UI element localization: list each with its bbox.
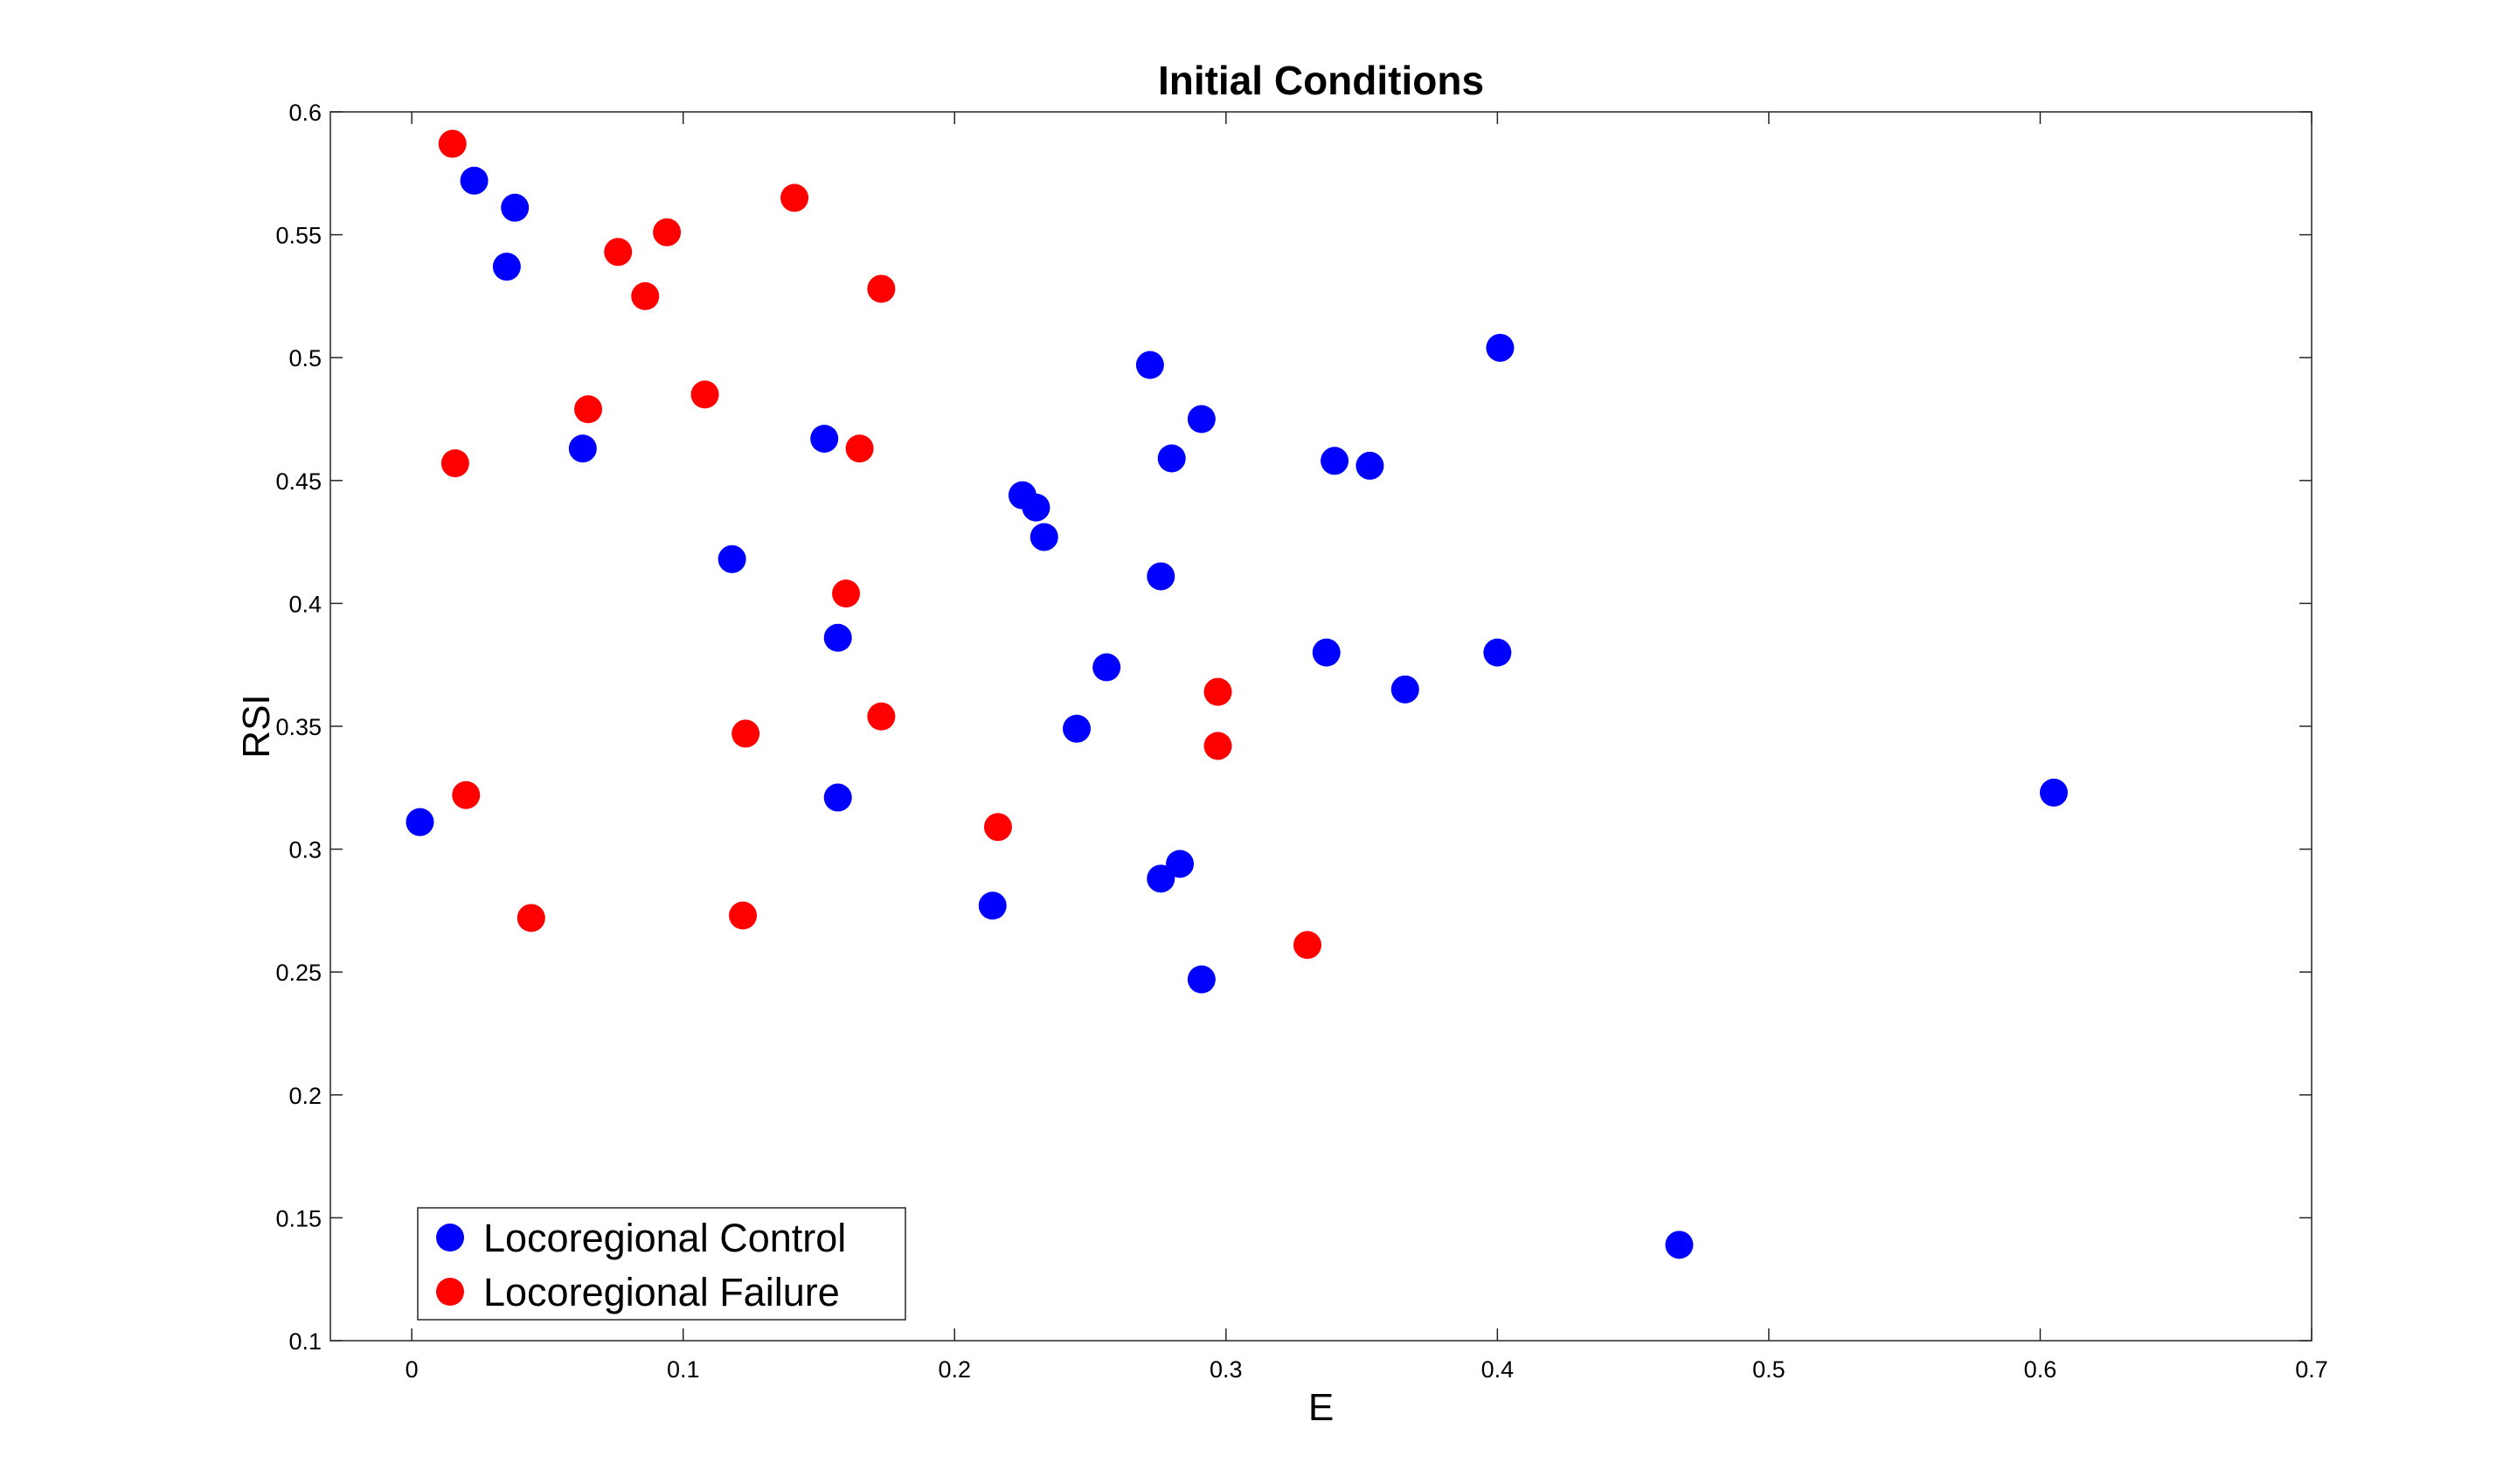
- data-points: [406, 129, 2068, 1259]
- data-point: [440, 449, 469, 478]
- y-tick-label: 0.15: [275, 1205, 322, 1231]
- data-point: [1063, 714, 1092, 743]
- data-point: [568, 434, 597, 463]
- data-point: [1483, 638, 1512, 667]
- x-tick-label: 0.1: [667, 1356, 700, 1383]
- x-tick-label: 0.7: [2295, 1356, 2328, 1383]
- data-point: [867, 702, 896, 731]
- plot-area: [330, 112, 2312, 1341]
- data-point: [1135, 350, 1164, 379]
- data-point: [604, 238, 633, 267]
- y-tick-label: 0.5: [288, 345, 322, 371]
- data-point: [1187, 405, 1216, 433]
- chart-title: Initial Conditions: [1158, 58, 1484, 103]
- y-tick-label: 0.45: [275, 468, 322, 495]
- axis-ticks: 0 0.1 0.2 0.3 0.4 0.5 0.6 0.7 0.1 0.15 0.2 0.25 0.3 0…: [275, 100, 2327, 1383]
- x-tick-label: 0.5: [1752, 1356, 1785, 1383]
- series-1: [438, 129, 1321, 960]
- y-tick-label: 0.6: [288, 100, 322, 126]
- y-tick-label: 0.35: [275, 714, 322, 740]
- data-point: [1203, 677, 1232, 706]
- data-point: [983, 813, 1012, 842]
- data-point: [1030, 523, 1058, 551]
- data-point: [406, 808, 434, 836]
- legend: Locoregional Control Locoregional Failure: [417, 1207, 906, 1321]
- data-point: [978, 891, 1007, 920]
- data-point: [729, 901, 758, 930]
- data-point: [1147, 864, 1175, 893]
- data-point: [2039, 778, 2068, 807]
- x-tick-label: 0.6: [2024, 1356, 2057, 1383]
- data-point: [452, 780, 481, 809]
- y-tick-label: 0.3: [288, 837, 322, 863]
- x-axis-label: E: [1308, 1386, 1334, 1429]
- y-axis-label: RSI: [235, 694, 278, 758]
- legend-entry-label: Locoregional Control: [483, 1216, 846, 1260]
- data-point: [832, 579, 861, 608]
- data-point: [1321, 447, 1349, 475]
- data-point: [438, 129, 467, 158]
- data-point: [1203, 732, 1232, 760]
- legend-marker: [436, 1278, 464, 1306]
- y-tick-label: 0.25: [275, 960, 322, 986]
- data-point: [823, 623, 852, 652]
- y-tick-label: 0.1: [288, 1328, 322, 1355]
- x-tick-label: 0.2: [938, 1356, 971, 1383]
- y-tick-label: 0.4: [288, 591, 322, 617]
- data-point: [1147, 562, 1175, 591]
- data-point: [492, 253, 521, 281]
- legend-box: [417, 1207, 906, 1321]
- legend-entry-label: Locoregional Failure: [483, 1270, 840, 1314]
- y-tick-label: 0.2: [288, 1083, 322, 1109]
- data-point: [517, 904, 545, 933]
- x-tick-label: 0.3: [1210, 1356, 1243, 1383]
- data-point: [1293, 931, 1321, 960]
- data-point: [653, 218, 682, 246]
- y-tick-label: 0.55: [275, 223, 322, 249]
- data-point: [780, 184, 809, 212]
- data-point: [1187, 965, 1216, 994]
- x-tick-label: 0: [406, 1356, 419, 1383]
- legend-marker: [436, 1224, 464, 1252]
- data-point: [823, 783, 852, 812]
- data-point: [1092, 653, 1121, 682]
- data-point: [1157, 444, 1186, 473]
- data-point: [1356, 451, 1384, 480]
- data-point: [1665, 1231, 1694, 1259]
- series-0: [406, 166, 2068, 1259]
- plot-frame: [329, 111, 2312, 1342]
- data-point: [1022, 493, 1050, 522]
- data-point: [867, 274, 896, 303]
- data-point: [845, 434, 874, 463]
- data-point: [501, 193, 530, 222]
- data-point: [718, 544, 746, 573]
- data-point: [460, 166, 489, 195]
- data-point: [1486, 333, 1515, 362]
- data-point: [732, 719, 760, 748]
- data-point: [1166, 849, 1195, 878]
- data-point: [574, 395, 603, 424]
- data-point: [690, 380, 719, 409]
- data-point: [810, 424, 839, 453]
- x-tick-label: 0.4: [1481, 1356, 1515, 1383]
- data-point: [631, 281, 660, 310]
- data-point: [1390, 675, 1419, 704]
- data-point: [1312, 638, 1341, 667]
